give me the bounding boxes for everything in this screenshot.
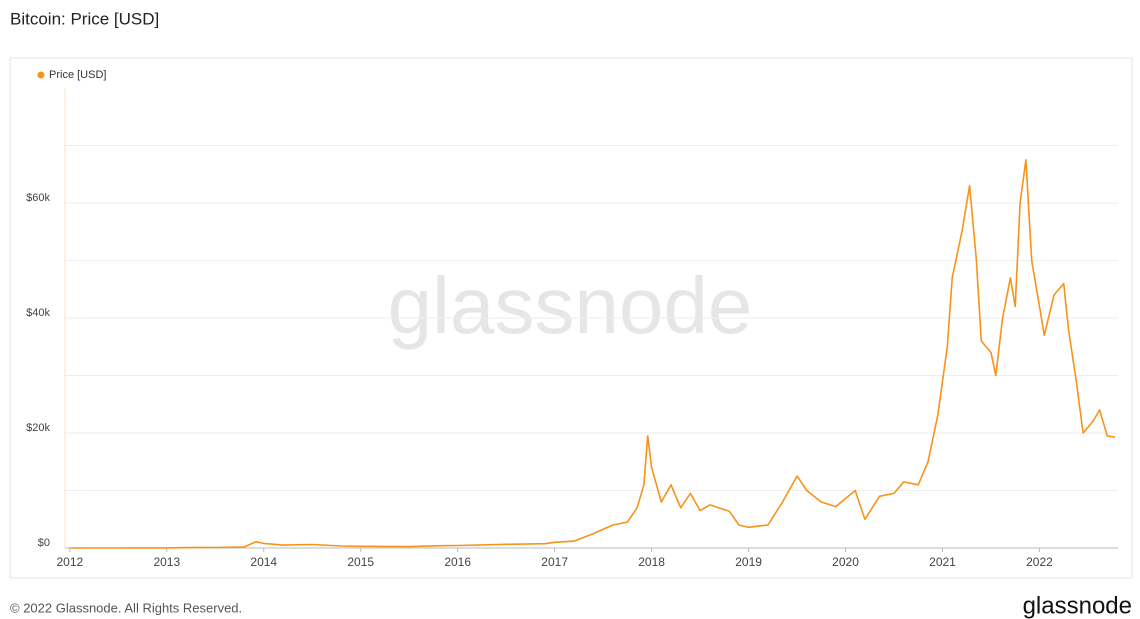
footer: © 2022 Glassnode. All Rights Reserved. — [10, 600, 242, 615]
y-tick-label: $20k — [26, 422, 50, 434]
legend-label: Price [USD] — [49, 69, 106, 81]
x-tick-label: 2014 — [250, 555, 277, 569]
x-tick-label: 2018 — [638, 555, 665, 569]
x-tick-label: 2016 — [444, 555, 471, 569]
brand-logo: glassnode — [1023, 592, 1132, 619]
x-tick-label: 2017 — [541, 555, 568, 569]
legend-swatch — [37, 71, 45, 79]
y-tick-label: $0 — [38, 537, 50, 549]
y-tick-label: $60k — [26, 192, 50, 204]
x-tick-label: 2012 — [56, 555, 83, 569]
x-tick-label: 2013 — [153, 555, 180, 569]
x-tick-label: 2020 — [832, 555, 859, 569]
x-tick-label: 2019 — [735, 555, 762, 569]
x-tick-label: 2022 — [1026, 555, 1053, 569]
y-tick-label: $40k — [26, 307, 50, 319]
watermark: glassnode — [388, 261, 753, 350]
x-tick-label: 2015 — [347, 555, 374, 569]
chart-panel — [9, 57, 1133, 579]
chart-title: Bitcoin: Price [USD] — [10, 9, 159, 28]
x-tick-label: 2021 — [929, 555, 956, 569]
price-line — [69, 159, 1116, 549]
